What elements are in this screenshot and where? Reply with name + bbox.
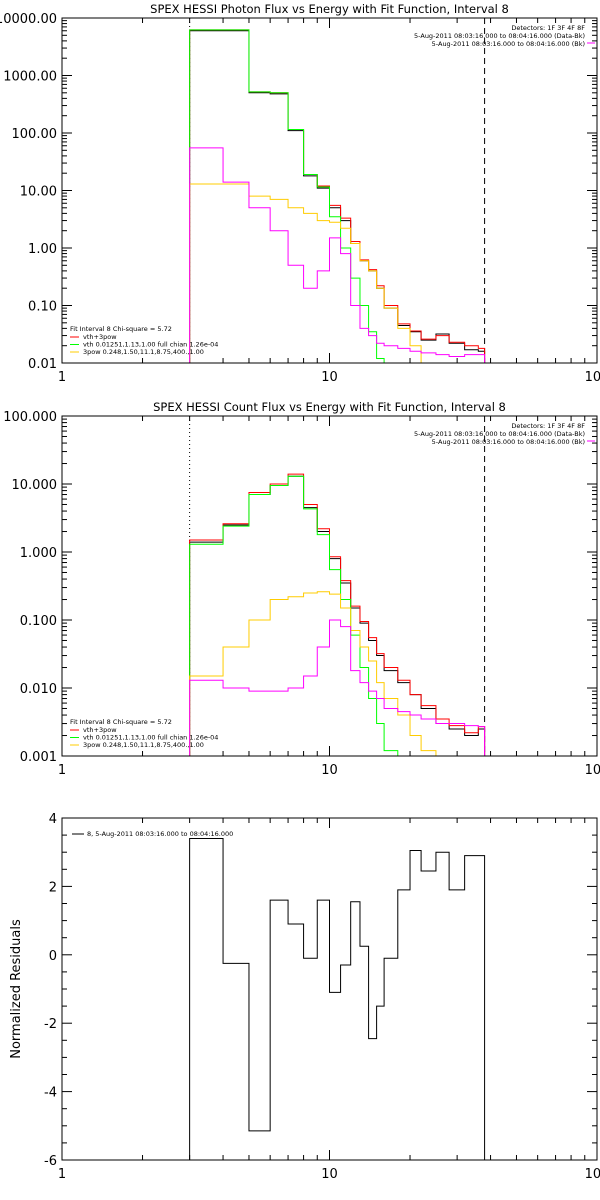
header-line: 5-Aug-2011 08:03:16.000 to 08:04:16.000 …: [414, 430, 585, 438]
header-line: 5-Aug-2011 08:03:16.000 to 08:04:16.000 …: [414, 32, 585, 40]
chart-title: SPEX HESSI Photon Flux vs Energy with Fi…: [150, 2, 509, 16]
y-tick-label: 2: [49, 880, 57, 895]
legend-entry: vth 0.01251,1.13,1.00 full chian 1.26e-0…: [83, 734, 218, 742]
y-tick-label: 0.010: [20, 682, 57, 697]
header-line: 5-Aug-2011 08:03:16.000 to 08:04:16.000 …: [432, 438, 585, 446]
header-line: Detectors: 1F 3F 4F 8F: [511, 422, 585, 430]
y-tick-label: -2: [44, 1017, 57, 1032]
y-tick-label: 0.10: [28, 300, 57, 315]
x-tick-label: 10: [321, 763, 338, 778]
y-tick-label: 10.000: [12, 478, 58, 493]
x-tick-label: 1: [58, 1167, 66, 1182]
header-line: 5-Aug-2011 08:03:16.000 to 08:04:16.000 …: [432, 40, 585, 48]
legend-entry: vth+3pow: [83, 333, 117, 341]
legend-title: Fit Interval 8 Chi-square = 5.72: [70, 718, 172, 726]
y-tick-label: 4: [49, 812, 57, 827]
legend-entry: vth+3pow: [83, 726, 117, 734]
y-tick-label: 1000.00: [3, 70, 57, 85]
panel-1: SPEX HESSI Photon Flux vs Energy with Fi…: [0, 2, 600, 385]
y-axis-label: Normalized Residuals: [9, 919, 24, 1059]
series-1-line: [189, 29, 486, 363]
y-tick-label: 0.001: [20, 750, 57, 765]
plot-frame: [61, 415, 598, 757]
series-3-line: [189, 591, 486, 756]
panel-2: SPEX HESSI Count Flux vs Energy with Fit…: [3, 400, 600, 778]
x-tick-label: 10: [321, 1167, 338, 1182]
panel-3: 1 10 100 -6 -4 -2 0 2 4 Normalized Residuals 8, 5-…: [9, 812, 600, 1182]
legend-entry: 3pow 0.248,1.50,11.1,8.75,400.,1.00: [83, 348, 204, 356]
x-tick-label: 100: [585, 763, 600, 778]
x-tick-label: 10: [321, 370, 338, 385]
plot-frame: [61, 17, 598, 364]
series-1-line: [189, 473, 486, 756]
plot-frame: [61, 817, 598, 1161]
legend-entry: vth 0.01251,1.13,1.00 full chian 1.26e-0…: [83, 341, 218, 349]
y-tick-label: 10.00: [20, 185, 57, 200]
x-tick-label: 100: [585, 1167, 600, 1182]
y-tick-label: -6: [44, 1154, 57, 1169]
y-tick-label: 100.00: [12, 127, 58, 142]
legend-entry: 3pow 0.248,1.50,11.1,8.75,400.,1.00: [83, 741, 204, 749]
y-tick-label: 1.000: [20, 546, 57, 561]
x-tick-label: 1: [58, 370, 66, 385]
y-tick-label: -4: [44, 1086, 57, 1101]
legend-title: Fit Interval 8 Chi-square = 5.72: [70, 325, 172, 333]
legend-entry: 8, 5-Aug-2011 08:03:16.000 to 08:04:16.0…: [87, 830, 233, 838]
y-tick-label: 10000.00: [0, 12, 57, 27]
series-2-line: [189, 475, 486, 756]
series-0-line: [189, 30, 486, 363]
chart-title: SPEX HESSI Count Flux vs Energy with Fit…: [153, 400, 506, 414]
y-tick-label: 0.100: [20, 614, 57, 629]
series-0-line: [189, 838, 486, 1160]
x-tick-label: 100: [585, 370, 600, 385]
y-tick-label: 0.01: [28, 357, 57, 372]
header-line: Detectors: 1F 3F 4F 8F: [511, 24, 585, 32]
series-4-line: [189, 619, 486, 756]
y-tick-label: 1.00: [28, 242, 57, 257]
series-0-line: [189, 475, 486, 756]
series-3-line: [189, 183, 486, 363]
y-tick-label: 0: [49, 949, 57, 964]
series-4-line: [189, 147, 486, 363]
y-tick-label: 100.000: [3, 410, 57, 425]
x-tick-label: 1: [58, 763, 66, 778]
